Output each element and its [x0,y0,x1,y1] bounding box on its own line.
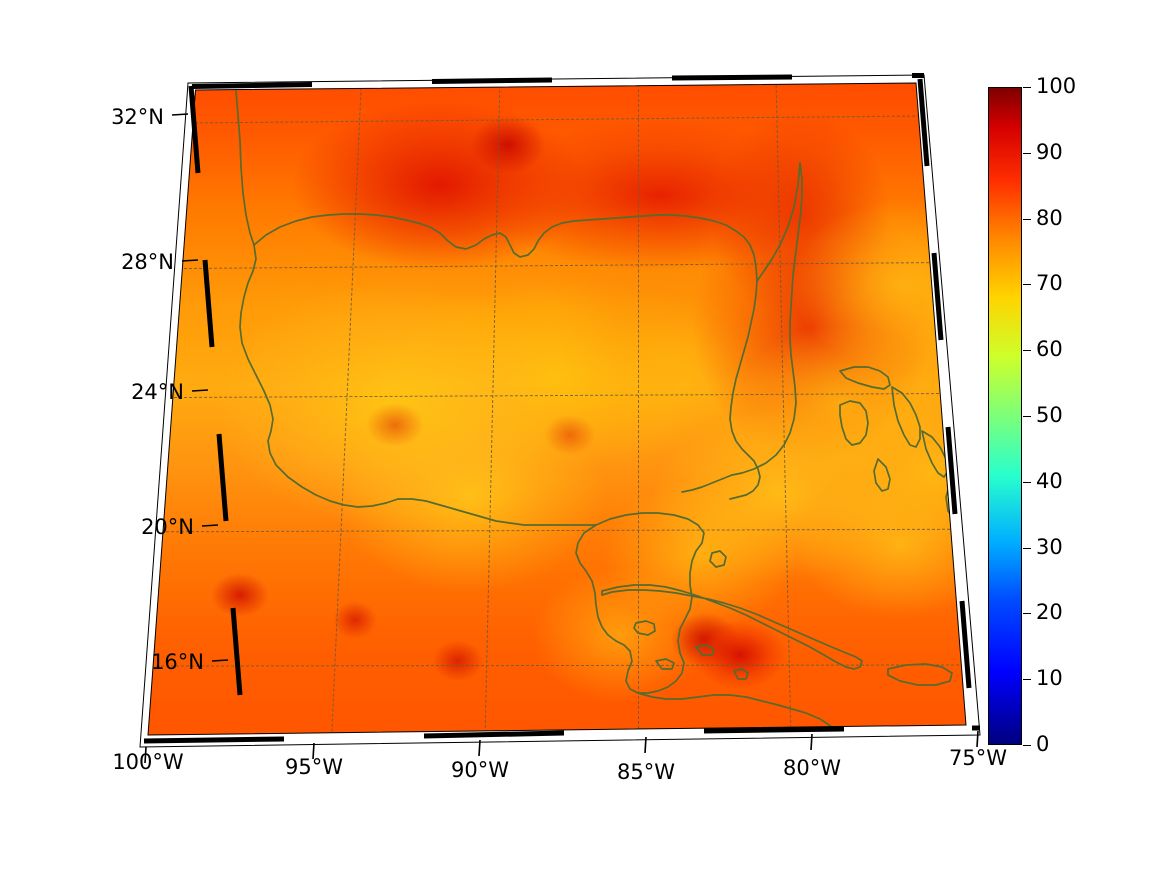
lon-tick-80: 80°W [783,756,841,780]
colorbar-tick-100 [1023,87,1031,88]
colorbar-tick-40 [1023,481,1031,483]
colorbar-label-20: 20 [1036,600,1063,625]
colorbar-tick-30 [1023,547,1031,549]
heatmap-hotspot-layer [148,83,966,735]
coastline-cays-3 [733,668,749,680]
colorbar-tick-20 [1023,613,1031,615]
lon-tick-95: 95°W [285,755,343,779]
lon-tick-100: 100°W [112,750,184,774]
coastline-central-america [637,692,851,735]
coastline-mexico-south [397,498,597,526]
coastline-jamaica [887,663,953,686]
colorbar-label-90: 90 [1036,139,1063,164]
colorbar-tick-90 [1023,152,1031,154]
map-frame [139,73,981,764]
coastline-texas-mexico [235,90,399,508]
coastline-louisiana-delta [417,214,659,258]
lat-tick-28: 28°N [121,250,174,274]
coastline-cozumel [709,550,727,568]
colorbar-label-100: 100 [1036,74,1077,98]
lon-tick-90: 90°W [451,758,509,782]
colorbar-tick-10 [1023,679,1031,681]
colorbar-label-30: 30 [1036,534,1063,559]
heatmap-texture-layer [148,83,966,735]
coastline-cuba [601,584,863,670]
coastline-florida-east [731,162,803,476]
colorbar-tick-70 [1023,284,1031,286]
coastline-florida-west [729,280,761,500]
colorbar-label-70: 70 [1036,271,1063,296]
colorbar-gradient[interactable] [988,87,1022,745]
lat-tick-32: 32°N [111,105,164,129]
lat-tick-24: 24°N [131,380,184,404]
lat-tick-20: 20°N [141,515,194,539]
coastline-bahamas-grand [839,366,891,390]
colorbar-label-10: 10 [1036,666,1063,691]
coastline-yucatan [575,512,705,694]
lon-tick-75: 75°W [949,746,1007,770]
colorbar-tick-50 [1023,416,1031,417]
lon-tick-85: 85°W [617,760,675,784]
colorbar-tick-60 [1023,350,1031,352]
map-plot-area[interactable] [139,73,981,764]
colorbar-label-80: 80 [1036,205,1063,230]
lat-tick-16: 16°N [151,650,204,674]
coastline-cays-2 [695,644,715,656]
coastline-bahamas-andros [839,400,869,446]
colorbar-label-60: 60 [1036,337,1063,362]
colorbar-tick-0 [1023,745,1031,746]
gridline-lon-85 [638,84,639,734]
coastline-florida-keys [681,474,733,493]
colorbar-label-0: 0 [1036,732,1050,756]
colorbar-label-40: 40 [1036,468,1063,493]
colorbar-tick-80 [1023,218,1031,220]
coastline-bahamas-eleuthera [891,386,921,448]
coastline-isla-juventud [633,620,656,636]
coastline-florida-panhandle [657,214,758,282]
colorbar-label-50: 50 [1036,403,1063,427]
coastline-florida-bigbend [756,162,801,282]
map-surface [148,83,966,735]
coastline-cays-1 [655,658,675,670]
coastline-texas-louisiana [253,213,419,246]
coastline-bahamas-cat [873,458,891,492]
